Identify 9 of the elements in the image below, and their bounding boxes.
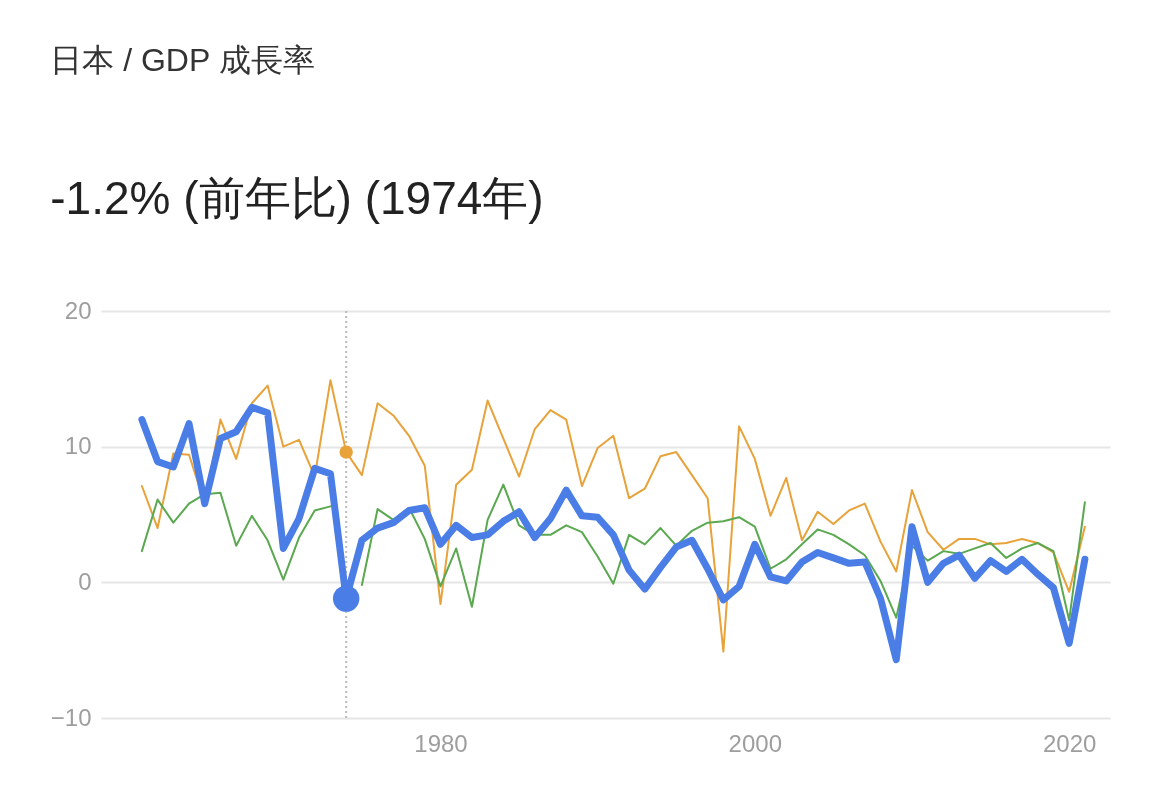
chart-title: 日本 / GDP 成長率 (50, 42, 315, 78)
y-tick-label: 10 (64, 432, 92, 460)
x-tick-label: 1980 (414, 729, 468, 757)
text: -1.2% (前年比) (1974年) (50, 172, 544, 224)
y-tick-label: −10 (50, 703, 92, 731)
x-tick-label: 2000 (728, 729, 782, 757)
y-tick-label: 0 (78, 567, 92, 595)
y-tick-label: 20 (64, 296, 92, 324)
x-tick-label: 2020 (1042, 729, 1097, 757)
